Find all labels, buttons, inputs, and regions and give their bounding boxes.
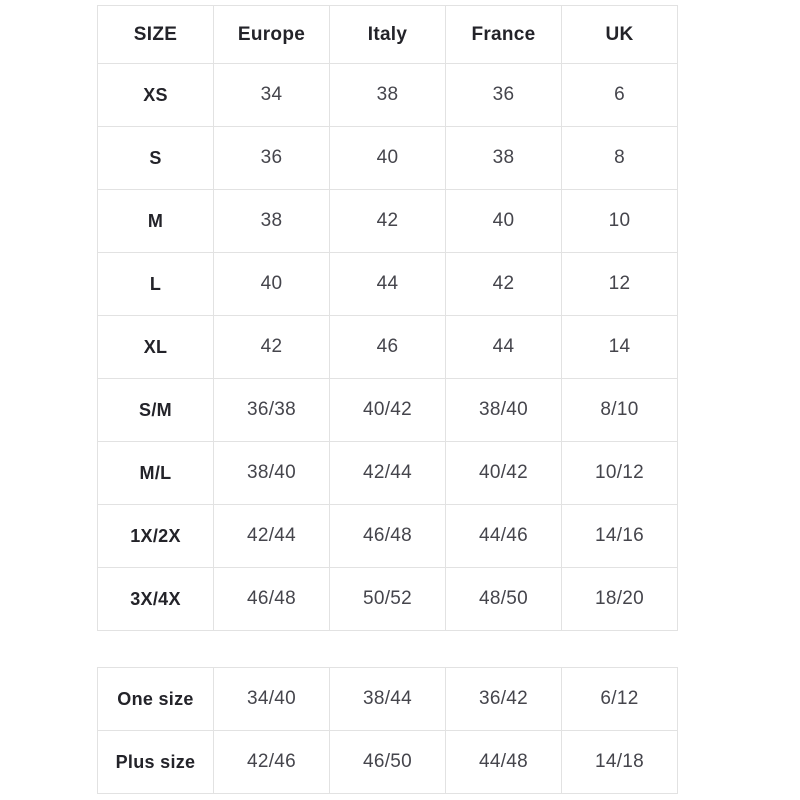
size-value-cell: 34 [213,63,330,127]
size-value-cell: 42/46 [213,730,330,794]
size-label-cell: XS [97,63,214,127]
size-value-cell: 6/12 [561,667,678,731]
size-label-cell: S [97,126,214,190]
size-value-cell: 44 [329,252,446,316]
size-value-cell: 18/20 [561,567,678,631]
size-label-cell: M/L [97,441,214,505]
size-value-cell: 48/50 [445,567,562,631]
size-value-cell: 44/48 [445,730,562,794]
header-row: SIZE Europe Italy France UK [97,5,678,64]
size-value-cell: 36 [213,126,330,190]
size-label-cell: L [97,252,214,316]
size-value-cell: 40/42 [445,441,562,505]
column-header-france: France [445,5,562,64]
size-value-cell: 12 [561,252,678,316]
table-row: S 36 40 38 8 [97,126,678,190]
size-value-cell: 44 [445,315,562,379]
table-row: 3X/4X 46/48 50/52 48/50 18/20 [97,567,678,631]
size-label-cell: S/M [97,378,214,442]
size-label-cell: Plus size [97,730,214,794]
size-value-cell: 46/48 [329,504,446,568]
size-label-cell: M [97,189,214,253]
special-sizes-table: One size 34/40 38/44 36/42 6/12 Plus size 42/4… [97,667,678,794]
size-value-cell: 42/44 [329,441,446,505]
size-value-cell: 36 [445,63,562,127]
size-value-cell: 40 [213,252,330,316]
column-header-europe: Europe [213,5,330,64]
size-value-cell: 42 [329,189,446,253]
size-value-cell: 44/46 [445,504,562,568]
size-value-cell: 10/12 [561,441,678,505]
size-label-cell: 1X/2X [97,504,214,568]
size-value-cell: 38/44 [329,667,446,731]
table-row: One size 34/40 38/44 36/42 6/12 [97,667,678,731]
column-header-size: SIZE [97,5,214,64]
size-label-cell: 3X/4X [97,567,214,631]
size-value-cell: 46/48 [213,567,330,631]
size-value-cell: 36/42 [445,667,562,731]
size-value-cell: 42/44 [213,504,330,568]
size-value-cell: 40/42 [329,378,446,442]
table-row: 1X/2X 42/44 46/48 44/46 14/16 [97,504,678,568]
table-row: M/L 38/40 42/44 40/42 10/12 [97,441,678,505]
size-value-cell: 38 [213,189,330,253]
size-value-cell: 46/50 [329,730,446,794]
size-value-cell: 38/40 [445,378,562,442]
size-value-cell: 10 [561,189,678,253]
size-value-cell: 40 [445,189,562,253]
size-value-cell: 34/40 [213,667,330,731]
size-value-cell: 50/52 [329,567,446,631]
size-label-cell: One size [97,667,214,731]
table-row: M 38 42 40 10 [97,189,678,253]
size-value-cell: 42 [445,252,562,316]
table-row: L 40 44 42 12 [97,252,678,316]
size-value-cell: 38/40 [213,441,330,505]
size-value-cell: 14 [561,315,678,379]
size-label-cell: XL [97,315,214,379]
size-value-cell: 8 [561,126,678,190]
size-value-cell: 38 [445,126,562,190]
table-row: XS 34 38 36 6 [97,63,678,127]
table-row: Plus size 42/46 46/50 44/48 14/18 [97,730,678,794]
size-value-cell: 40 [329,126,446,190]
column-header-uk: UK [561,5,678,64]
column-header-italy: Italy [329,5,446,64]
size-value-cell: 46 [329,315,446,379]
size-value-cell: 14/16 [561,504,678,568]
size-value-cell: 8/10 [561,378,678,442]
table-row: XL 42 46 44 14 [97,315,678,379]
size-value-cell: 42 [213,315,330,379]
size-value-cell: 6 [561,63,678,127]
size-conversion-table: SIZE Europe Italy France UK XS 34 38 36 6 S 36 40 38 8… [97,5,678,631]
table-row: S/M 36/38 40/42 38/40 8/10 [97,378,678,442]
size-value-cell: 38 [329,63,446,127]
size-value-cell: 36/38 [213,378,330,442]
size-value-cell: 14/18 [561,730,678,794]
